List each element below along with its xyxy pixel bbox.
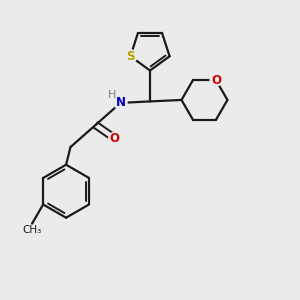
Circle shape	[210, 74, 222, 86]
Circle shape	[124, 50, 137, 63]
Text: O: O	[211, 74, 221, 87]
Text: O: O	[110, 132, 120, 145]
Text: H: H	[107, 90, 116, 100]
Text: S: S	[126, 50, 135, 63]
Text: CH₃: CH₃	[22, 225, 42, 235]
Circle shape	[114, 96, 127, 110]
Text: N: N	[116, 96, 126, 110]
Circle shape	[109, 132, 121, 144]
